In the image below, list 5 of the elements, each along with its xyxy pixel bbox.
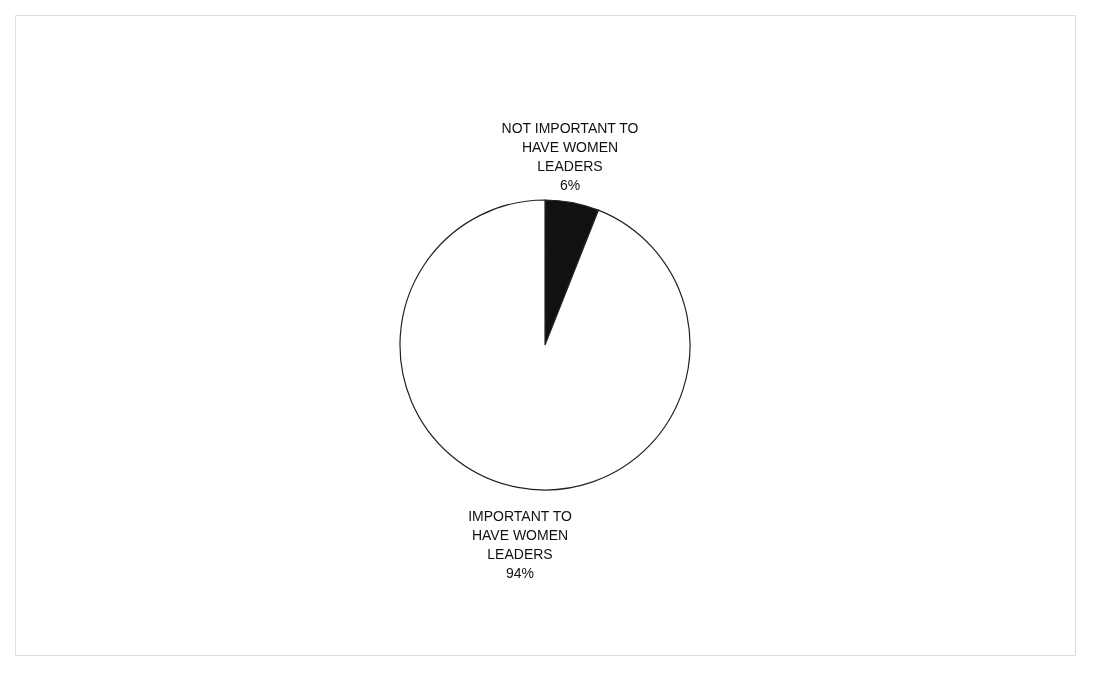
data-label: 6% [559,177,581,193]
pie-slice [399,199,691,491]
slice-label: IMPORTANT TO HAVE WOMEN LEADERS [468,508,572,562]
slice-label: NOT IMPORTANT TO HAVE WOMEN LEADERS [501,120,639,174]
data-label: 94% [505,565,535,581]
